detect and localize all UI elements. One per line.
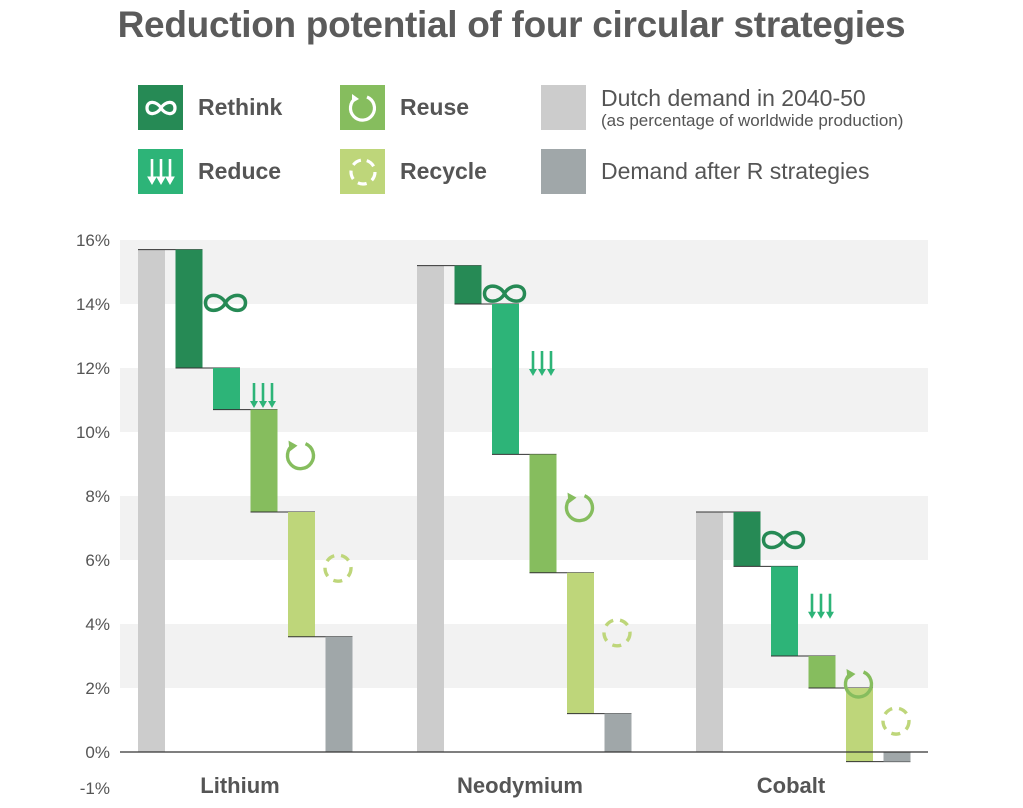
legend-label-recycle: Recycle [400,158,487,184]
bar-after [883,752,911,762]
y-tick-label: 10% [76,423,110,442]
bar-reuse [808,656,836,688]
dashed-circle-arrows-icon [602,618,632,648]
bar-rethink [454,265,482,304]
y-tick-label: 6% [85,551,110,570]
group-neodymium [417,265,632,752]
group-lithium [138,249,353,752]
y-tick-label: 16% [76,231,110,250]
bar-reduce [213,368,240,410]
infinity-icon [761,530,806,550]
after-swatch [541,149,586,194]
y-tick-label: 14% [76,295,110,314]
bar-after [325,636,353,752]
y-tick-label: 12% [76,359,110,378]
dashed-circle-arrows-icon [881,706,911,736]
legend-label-reuse: Reuse [400,94,470,120]
category-label: Cobalt [757,773,826,798]
infinity-icon [203,293,248,313]
legend-label-rethink: Rethink [198,94,283,120]
dashed-circle-arrows-icon [323,553,353,583]
down-arrows-icon [808,593,834,619]
bar-demand [417,265,444,752]
legend-dutch-demand-sub: (as percentage of worldwide production) [601,111,904,131]
infinity-icon [138,85,183,130]
circular-arrow-icon [843,669,874,699]
legend-label-after: Demand after R strategies [601,158,870,185]
y-tick-label: 4% [85,615,110,634]
bar-recycle [288,512,315,637]
legend-reuse: Reuse [340,85,469,130]
legend-label-reduce: Reduce [198,158,282,184]
bar-demand [138,249,165,752]
down-arrows-icon [529,351,555,376]
chart-title: Reduction potential of four circular str… [117,4,906,45]
circular-arrow-icon [340,85,385,130]
bar-rethink [733,512,761,567]
down-arrows-icon [138,149,183,194]
legend-after: Demand after R strategies [541,149,869,194]
demand-swatch [541,85,586,131]
bar-rethink [175,249,203,368]
bar-demand [696,512,723,752]
category-label: Lithium [200,773,279,798]
legend-reduce: Reduce [138,149,281,194]
grid-band [120,368,928,432]
y-tick-label: -1% [80,779,110,798]
y-tick-label: 8% [85,487,110,506]
legend-rethink: Rethink [138,85,282,130]
grid-band [120,496,928,560]
legend-recycle: Recycle [340,149,487,194]
category-label: Neodymium [457,773,583,798]
y-tick-label: 2% [85,679,110,698]
group-cobalt [696,511,911,763]
bar-reduce [771,566,798,656]
bar-reuse [250,409,278,512]
bar-after [604,713,632,752]
legend-label-dutch-demand: Dutch demand in 2040-50 (as percentage o… [601,85,903,131]
bar-reuse [529,454,557,573]
circular-arrow-icon [564,492,595,523]
infinity-icon [482,284,527,303]
down-arrows-icon [250,383,276,408]
dashed-circle-arrows-icon [340,149,385,194]
legend-dutch-demand-text: Dutch demand in 2040-50 [601,85,866,111]
bar-recycle [567,572,594,714]
legend-dutch-demand: Dutch demand in 2040-50 (as percentage o… [541,85,903,131]
circular-arrow-icon [285,440,316,471]
bar-recycle [846,688,873,762]
bar-reduce [492,304,519,455]
y-tick-label: 0% [85,743,110,762]
